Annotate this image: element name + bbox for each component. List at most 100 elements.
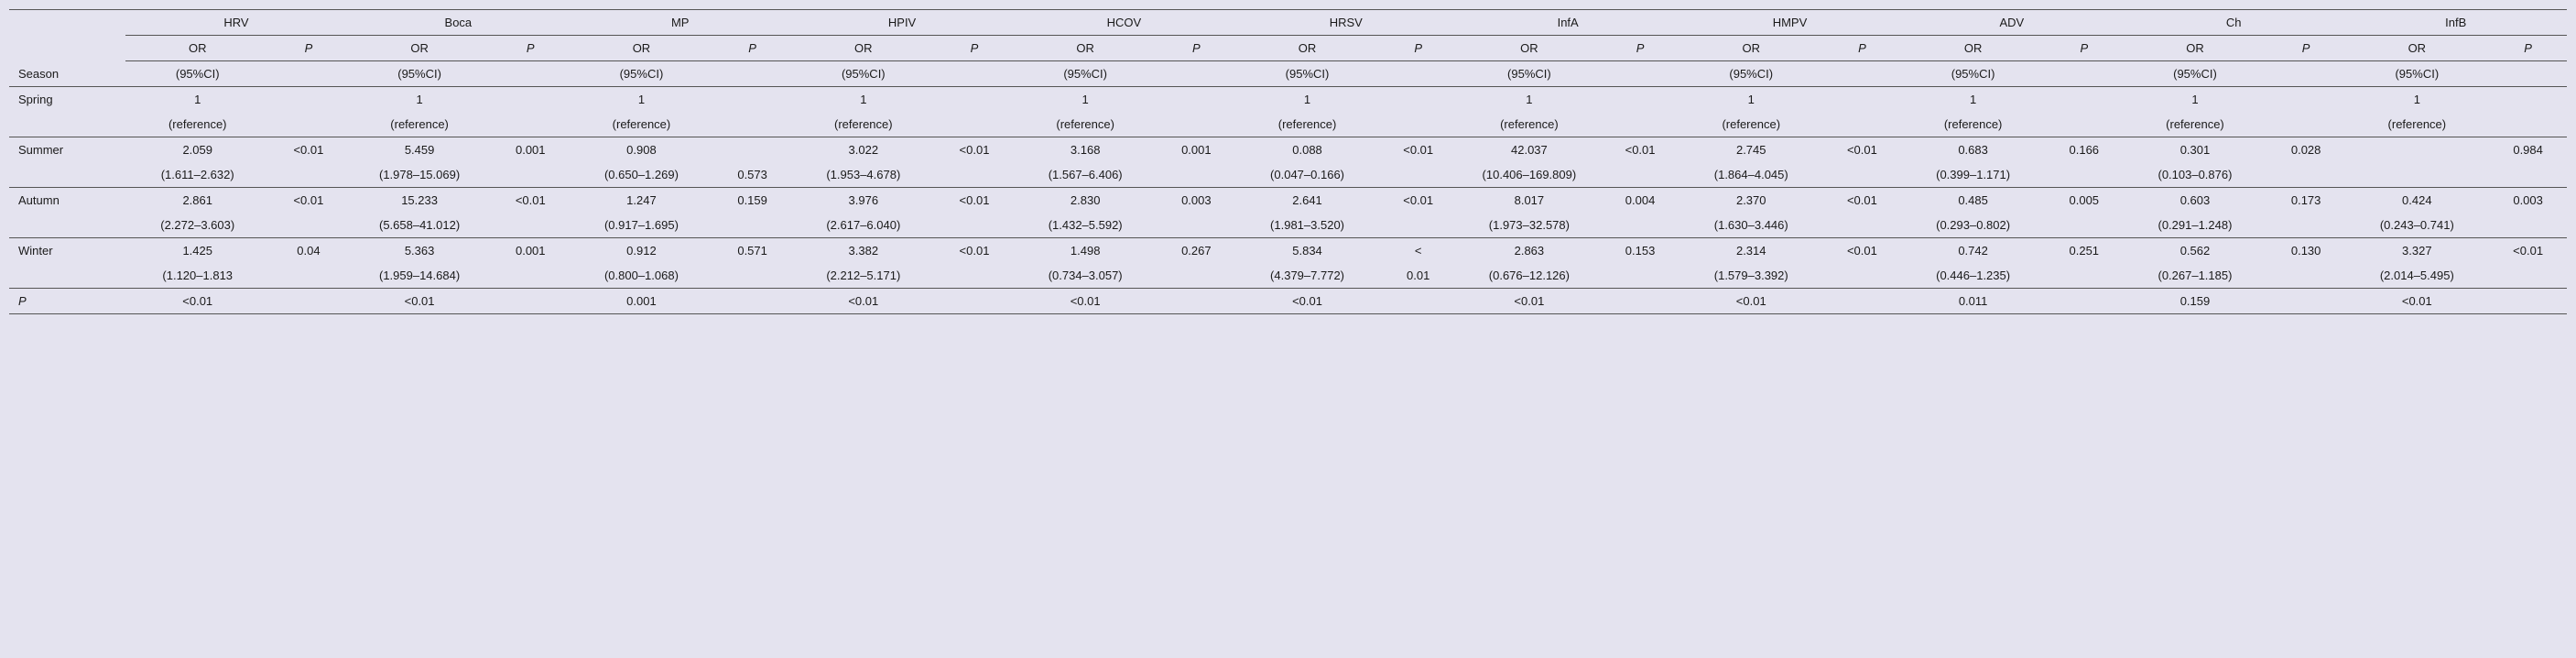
p-value (713, 137, 791, 163)
p-header: P (2046, 36, 2124, 61)
ci-value: (reference) (1679, 112, 1823, 137)
p2-value (1823, 213, 1901, 238)
blank (1602, 289, 1679, 314)
ci-value: (1.567–6.406) (1013, 162, 1158, 188)
ci-value: (reference) (2123, 112, 2267, 137)
or-header: OR (125, 36, 270, 61)
pathogen-header: InfA (1457, 10, 1679, 36)
p-value: <0.01 (1379, 137, 1457, 163)
p2-value: 0.573 (713, 162, 791, 188)
or-value: 1.247 (570, 188, 714, 214)
p2-value (270, 213, 348, 238)
p-value (1602, 87, 1679, 113)
p-value: 0.003 (1158, 188, 1235, 214)
p-value: 0.984 (2489, 137, 2567, 163)
p-value: <0.01 (936, 137, 1014, 163)
p2-value (1158, 213, 1235, 238)
ci-value: (2.272–3.603) (125, 213, 270, 238)
blank (492, 61, 570, 87)
blank (1823, 289, 1901, 314)
ci-value: (reference) (1457, 112, 1602, 137)
p-value: < (1379, 238, 1457, 264)
blank (936, 112, 1014, 137)
or-value: 0.683 (1901, 137, 2046, 163)
blank (9, 213, 125, 238)
p-value: 0.004 (1602, 188, 1679, 214)
p-value: <0.01 (936, 238, 1014, 264)
or-value: 0.424 (2344, 188, 2489, 214)
p2-value (492, 213, 570, 238)
or-header: OR (1679, 36, 1823, 61)
overall-p-value: 0.001 (570, 289, 714, 314)
or-value: 5.459 (347, 137, 492, 163)
blank (9, 162, 125, 188)
or-value: 3.327 (2344, 238, 2489, 264)
p-header: P (1823, 36, 1901, 61)
ci-value: (0.734–3.057) (1013, 263, 1158, 289)
p-value: 0.130 (2267, 238, 2345, 264)
or-value: 5.834 (1235, 238, 1380, 264)
or-value: 3.382 (791, 238, 936, 264)
pathogen-header: Ch (2123, 10, 2344, 36)
p-header: P (492, 36, 570, 61)
p-value: 0.04 (270, 238, 348, 264)
p-value (270, 87, 348, 113)
or-value: 1 (1013, 87, 1158, 113)
p-value: <0.01 (1823, 238, 1901, 264)
p2-value (936, 263, 1014, 289)
or-value: 2.059 (125, 137, 270, 163)
ci-value: (0.650–1.269) (570, 162, 714, 188)
season-label: Winter (9, 238, 125, 264)
or-header: OR (2123, 36, 2267, 61)
or-value: 1 (1457, 87, 1602, 113)
ci-value: (0.800–1.068) (570, 263, 714, 289)
ci-value: (1.611–2.632) (125, 162, 270, 188)
p-value: <0.01 (936, 188, 1014, 214)
blank (492, 112, 570, 137)
stats-table: HRVBocaMPHPIVHCOVHRSVInfAHMPVADVChInfBOR… (9, 9, 2567, 314)
or-value: 2.861 (125, 188, 270, 214)
ci-value: (0.399–1.171) (1901, 162, 2046, 188)
or-value: 1 (2123, 87, 2267, 113)
ci-value: (0.291–1.248) (2123, 213, 2267, 238)
p2-value (713, 213, 791, 238)
ci-value: (0.917–1.695) (570, 213, 714, 238)
ci-value: (reference) (791, 112, 936, 137)
ci-header: (95%CI) (2344, 61, 2489, 87)
or-value: 0.603 (2123, 188, 2267, 214)
p-value: 0.267 (1158, 238, 1235, 264)
or-value: 0.908 (570, 137, 714, 163)
blank (2267, 112, 2345, 137)
or-value: 2.830 (1013, 188, 1158, 214)
season-header: Season (9, 61, 125, 87)
ci-value: (1.978–15.069) (347, 162, 492, 188)
ci-value: (2.617–6.040) (791, 213, 936, 238)
p2-value (2046, 263, 2124, 289)
ci-value: (0.103–0.876) (2123, 162, 2267, 188)
p-value (2267, 87, 2345, 113)
overall-p-value: <0.01 (1235, 289, 1380, 314)
or-header: OR (1901, 36, 2046, 61)
blank (713, 112, 791, 137)
ci-value: (reference) (570, 112, 714, 137)
ci-header: (95%CI) (1235, 61, 1380, 87)
p-value: 0.166 (2046, 137, 2124, 163)
blank (9, 10, 125, 36)
or-value: 1 (791, 87, 936, 113)
overall-p-value: <0.01 (125, 289, 270, 314)
p-value: 0.571 (713, 238, 791, 264)
overall-p-value: <0.01 (1013, 289, 1158, 314)
p-header: P (1602, 36, 1679, 61)
or-value: 3.168 (1013, 137, 1158, 163)
or-header: OR (1013, 36, 1158, 61)
or-value: 1.498 (1013, 238, 1158, 264)
p2-value (270, 263, 348, 289)
blank (2489, 112, 2567, 137)
blank (2489, 61, 2567, 87)
p2-value (2267, 263, 2345, 289)
ci-value (2344, 162, 2489, 188)
ci-value: (reference) (347, 112, 492, 137)
blank (9, 112, 125, 137)
or-value: 0.301 (2123, 137, 2267, 163)
ci-value: (1.432–5.592) (1013, 213, 1158, 238)
